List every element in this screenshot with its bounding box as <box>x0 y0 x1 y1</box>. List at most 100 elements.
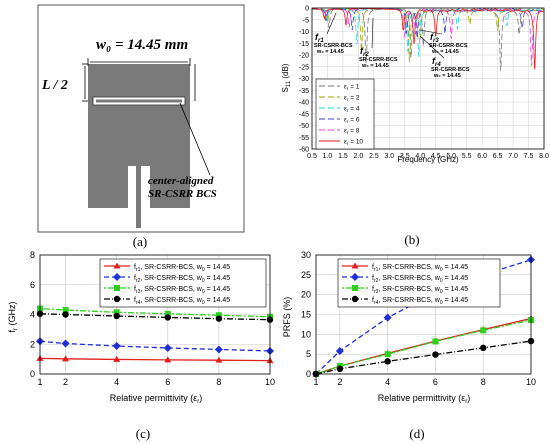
legend-entry: fr1, SR-CSRR-BCS, w0 = 14.45 <box>134 264 230 273</box>
annotation-f: fr1 <box>315 32 324 44</box>
y-tick-label: -30 <box>299 76 309 83</box>
y-tick-label: -55 <box>299 135 309 142</box>
legend-entry: εr = 10 <box>344 139 363 147</box>
s11-y-ticks: 0 -5 -10 -15 -20 -25 -30 -35 -40 -45 -50 -55 -60 <box>299 6 309 154</box>
x-tick-label: 4.0 <box>415 153 425 160</box>
length-label: L / 2 <box>41 78 68 93</box>
slot-inner <box>96 99 182 103</box>
data-point <box>215 356 223 363</box>
y-tick-label: 2 <box>30 339 35 349</box>
y-tick-label: -10 <box>299 29 309 36</box>
y-tick-label: 10 <box>301 329 311 339</box>
annotation-line2: SR-CSRR-BCS <box>359 57 398 63</box>
x-tick-label: 7.0 <box>508 153 518 160</box>
x-tick-label: 2.0 <box>354 153 364 160</box>
x-tick-label: 0.5 <box>307 153 317 160</box>
annotation-arrow <box>326 12 337 35</box>
y-tick-label: 20 <box>301 290 311 300</box>
data-point <box>335 346 344 355</box>
y-tick-label: -20 <box>299 53 309 60</box>
y-tick-label: 8 <box>30 250 35 260</box>
annotation-line2: SR-CSRR-BCS <box>429 43 468 49</box>
y-tick-label: -5 <box>303 17 309 24</box>
data-point <box>164 314 171 321</box>
legend-entry: εr = 1 <box>344 84 360 92</box>
data-point <box>164 356 172 363</box>
s11-y-axis-label: S11 (dB) <box>281 63 292 92</box>
y-tick-label: 5 <box>306 349 311 359</box>
x-tick-label: 4 <box>114 377 119 387</box>
y-tick-label: 0 <box>30 369 35 379</box>
annotation-f: fr3 <box>430 32 439 44</box>
y-tick-label: -40 <box>299 100 309 107</box>
x-tick-label: 7.5 <box>524 153 534 160</box>
panel-c-resonant-frequency-chart: 1 2 4 6 8 10 0 2 4 6 8 fr (GHz) Relative permittiv… <box>7 250 275 441</box>
s11-curve <box>311 8 545 66</box>
x-tick-label: 4 <box>385 377 390 387</box>
data-point <box>215 312 222 319</box>
s11-curve <box>312 8 545 71</box>
x-tick-label: 2.5 <box>369 153 379 160</box>
panel-label-b: (b) <box>404 232 419 247</box>
y-tick-label: 0 <box>306 369 311 379</box>
data-point <box>215 315 223 322</box>
y-tick-label: -15 <box>299 41 309 48</box>
series-line <box>315 319 532 375</box>
annotation-arrow <box>419 35 445 59</box>
x-tick-label: 3.0 <box>384 153 394 160</box>
x-tick-label: 8 <box>481 377 486 387</box>
y-tick-label: 30 <box>301 250 311 260</box>
x-tick-label: 6.0 <box>477 153 487 160</box>
legend-entry: fr4, SR-CSRR-BCS, w0 = 14.45 <box>134 297 230 306</box>
series-line <box>315 340 532 375</box>
s11-x-axis-label: Frequency (GHz) <box>397 155 459 164</box>
annotation-arrow <box>371 17 374 49</box>
panel-d-prfs-chart: 1 2 4 6 8 10 0 5 10 15 20 25 30 PRFS (%) Relative pe… <box>282 250 536 441</box>
s11-curve <box>312 7 545 62</box>
patch-right-lower <box>150 166 190 208</box>
fr-legend: fr1, SR-CSRR-BCS, w0 = 14.45 fr2, SR-CSRR… <box>99 258 267 308</box>
fr-series <box>36 305 274 364</box>
annotation-line2: SR-CSRR-BCS <box>431 67 470 73</box>
legend-entry: fr2, SR-CSRR-BCS, w0 = 14.45 <box>134 275 230 284</box>
annotation-f: fr2 <box>360 46 369 58</box>
panel-a-antenna-layout: w₀ = 14.45 mm L / 2 center-aligned SR-CS… <box>37 4 245 249</box>
data-point <box>384 351 391 358</box>
data-point <box>112 342 121 351</box>
legend-entry: εr = 6 <box>344 117 360 125</box>
s11-legend: εr = 1 εr = 2 εr = 4 εr = 6 εr = 8 εr = 10 <box>315 78 375 150</box>
data-point <box>113 312 120 320</box>
series-line <box>39 313 271 321</box>
data-point <box>61 339 70 348</box>
panel-label-a: (a) <box>133 234 147 249</box>
data-point <box>62 307 69 314</box>
annotation-line3: w₀ = 14.45 <box>361 63 389 69</box>
x-tick-label: 1 <box>37 377 42 387</box>
legend-entry: fr3, SR-CSRR-BCS, w0 = 14.45 <box>372 286 468 295</box>
x-tick-label: 6.5 <box>493 153 503 160</box>
x-tick-label: 3.5 <box>400 153 410 160</box>
x-tick-label: 5.0 <box>446 153 456 160</box>
fr-y-axis-label: fr (GHz) <box>7 301 19 332</box>
legend-marker <box>113 295 121 303</box>
x-tick-label: 10 <box>526 377 536 387</box>
legend-marker <box>351 273 359 281</box>
data-point <box>432 338 439 345</box>
y-tick-label: 15 <box>301 310 311 320</box>
slot-label-1: center-aligned <box>148 175 214 187</box>
s11-curve <box>312 8 544 70</box>
prfs-y-axis-label: PRFS (%) <box>282 297 292 338</box>
annotation-line3: w₀ = 14.45 <box>433 73 461 79</box>
legend-entry: fr3, SR-CSRR-BCS, w0 = 14.45 <box>134 286 230 295</box>
legend-marker <box>351 262 359 269</box>
data-point <box>113 309 120 316</box>
data-point <box>62 311 69 318</box>
slot-label-2: SR-CSRR BCS <box>148 188 217 200</box>
series-line <box>39 307 271 318</box>
data-point <box>164 310 171 317</box>
prfs-ticks: 1 2 4 6 8 10 0 5 10 15 20 25 30 <box>301 250 536 387</box>
y-tick-label: 25 <box>301 270 311 280</box>
y-tick-label: -25 <box>299 64 309 71</box>
y-tick-label: -45 <box>299 111 309 118</box>
series-line <box>39 340 271 352</box>
